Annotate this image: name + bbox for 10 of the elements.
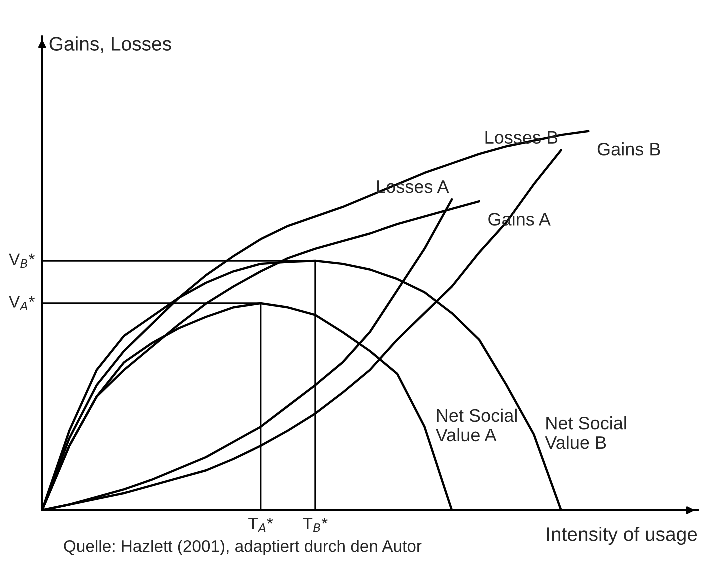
text: V$_{B}$*	[9, 254, 35, 268]
text: V$_{A}$*	[9, 296, 35, 310]
x-axis-title: Intensity of usage	[547, 527, 698, 546]
source-note: Quelle: Hazlett (2001), adaptiert durch den Autor	[64, 540, 422, 556]
series-label: Gains B	[598, 142, 660, 156]
x-tick-label: T$_{B}$*	[303, 518, 328, 532]
series-label: Net Social Value A	[436, 408, 517, 442]
series-label: Net Social Value B	[545, 416, 626, 450]
y-axis-title: Gains, Losses	[50, 36, 172, 54]
x-tick-label: T$_{A}$*	[248, 518, 274, 532]
